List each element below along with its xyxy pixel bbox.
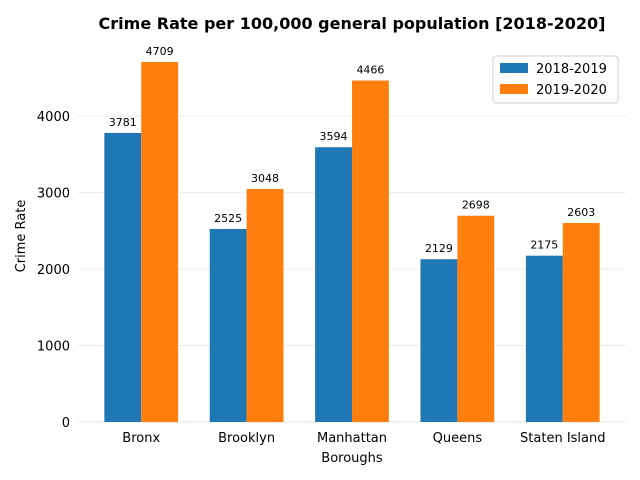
data-label: 3594 <box>320 130 348 143</box>
data-label: 3048 <box>251 172 279 185</box>
legend: 2018-2019 2019-2020 <box>492 55 619 104</box>
bar-2018-2019-Bronx <box>104 132 142 422</box>
bar-2019-2020-Bronx <box>141 61 179 423</box>
x-tick-label: Staten Island <box>520 431 605 446</box>
bar-2019-2020-Staten Island <box>562 222 600 422</box>
bar-2018-2019-Staten Island <box>525 255 563 422</box>
bar-2019-2020-Brooklyn <box>246 188 284 422</box>
data-labels: 3781 4709 2525 3048 3594 4466 2129 2698 2175 2603 <box>109 45 595 255</box>
bar-2018-2019-Brooklyn <box>209 228 247 422</box>
x-tick-label: Queens <box>433 431 483 446</box>
bar-2019-2020-Queens <box>457 215 495 422</box>
data-label: 4466 <box>356 64 384 77</box>
x-tick-label: Bronx <box>122 431 160 446</box>
x-tick-label: Brooklyn <box>218 431 275 446</box>
chart-title: Crime Rate per 100,000 general populatio… <box>99 14 606 33</box>
bar-2018-2019-Queens <box>420 259 458 422</box>
y-tick-label: 4000 <box>37 110 70 125</box>
data-label: 2129 <box>425 242 453 255</box>
y-tick-label: 3000 <box>37 187 70 202</box>
y-tick-labels: 0 1000 2000 3000 4000 <box>37 110 70 431</box>
bar-2019-2020-Manhattan <box>352 80 389 423</box>
legend-label: 2018-2019 <box>536 62 607 77</box>
legend-swatch <box>500 84 528 94</box>
y-tick-label: 2000 <box>37 263 70 278</box>
bar-2018-2019-Manhattan <box>315 147 352 423</box>
y-axis-label: Crime Rate <box>14 200 29 273</box>
data-label: 3781 <box>109 116 137 129</box>
x-axis-label: Boroughs <box>321 451 383 466</box>
data-label: 2603 <box>567 206 595 219</box>
x-tick-label: Manhattan <box>317 431 387 446</box>
legend-swatch <box>500 63 528 73</box>
data-label: 2175 <box>530 239 558 252</box>
bars <box>104 61 600 423</box>
y-tick-label: 0 <box>62 416 70 431</box>
data-label: 2698 <box>462 199 490 212</box>
data-label: 2525 <box>214 212 242 225</box>
x-tick-labels: Bronx Brooklyn Manhattan Queens Staten Islan… <box>122 431 605 446</box>
data-label: 4709 <box>146 45 174 58</box>
legend-label: 2019-2020 <box>536 83 607 98</box>
y-tick-label: 1000 <box>37 340 70 355</box>
